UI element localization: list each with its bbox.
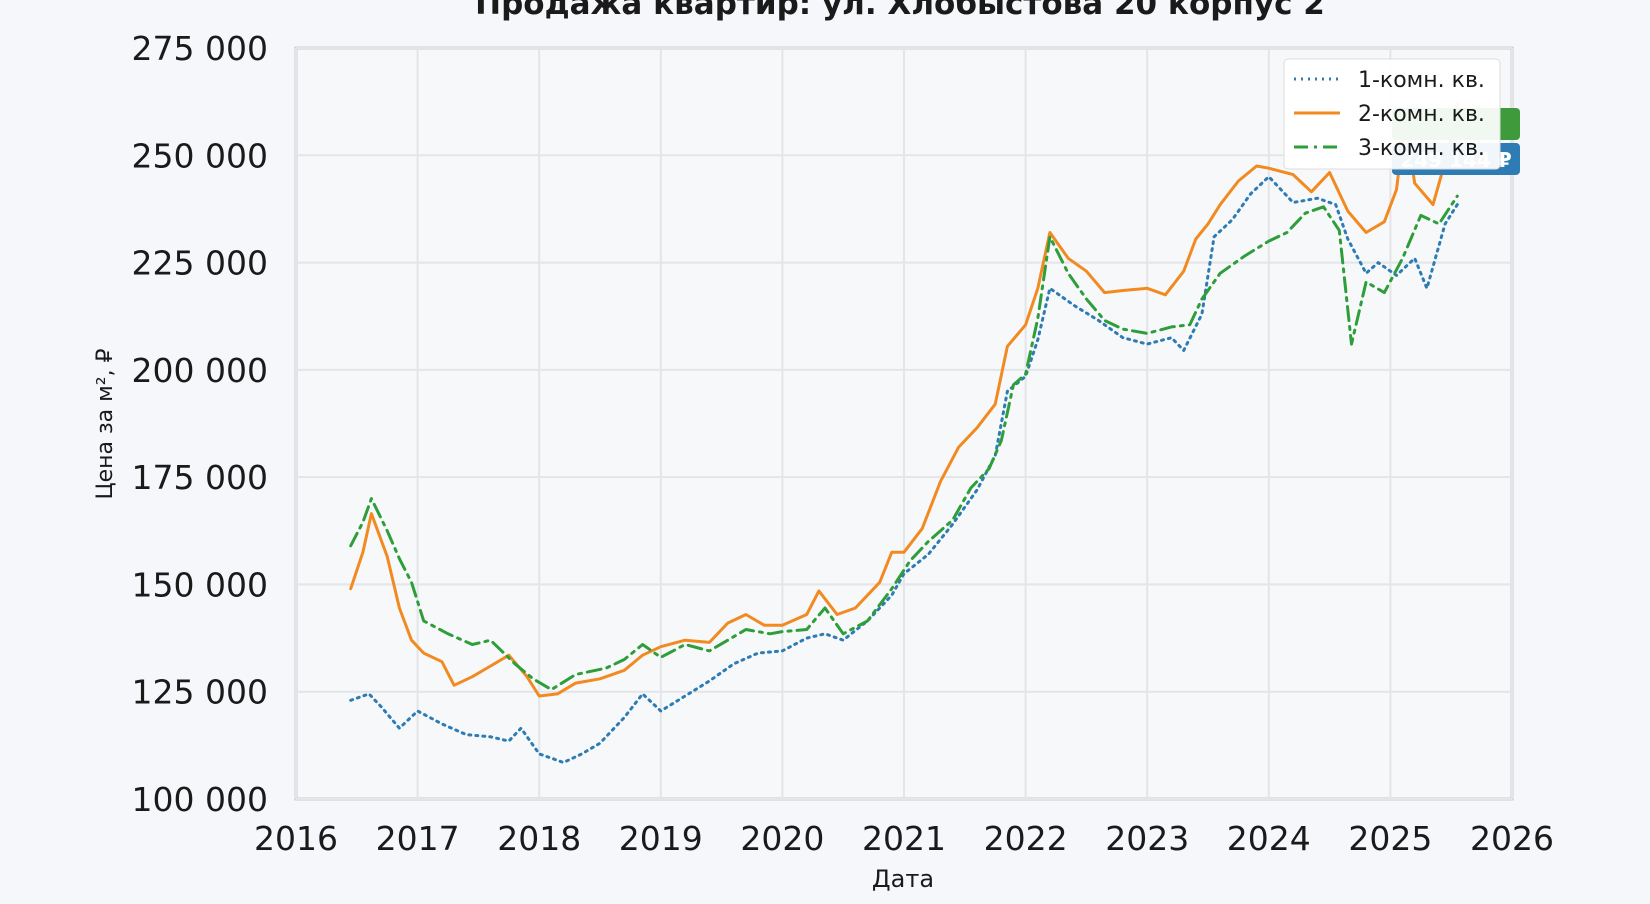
series-line-1 [349, 175, 1459, 764]
legend-label: 1-комн. кв. [1358, 68, 1485, 93]
legend: 1-комн. кв. 2-комн. кв. 3-комн. кв. [1283, 58, 1501, 170]
x-tick-label: 2023 [1105, 819, 1189, 858]
series-lines [349, 102, 1459, 764]
x-tick-label: 2022 [984, 819, 1068, 858]
series-line-2 [349, 102, 1459, 698]
x-tick-label: 2016 [254, 819, 338, 858]
y-tick-label: 125 000 [132, 673, 268, 712]
y-tick-label: 275 000 [132, 29, 268, 68]
x-tick-label: 2020 [740, 819, 824, 858]
y-tick-label: 225 000 [132, 244, 268, 283]
y-tick-label: 175 000 [132, 458, 268, 497]
series-line-3 [349, 194, 1459, 692]
y-tick-label: 250 000 [132, 136, 268, 175]
y-axis-ticks: 100 000 125 000 150 000 175 000 200 000 225 0… [132, 29, 268, 819]
y-tick-label: 200 000 [132, 351, 268, 390]
legend-box [1283, 58, 1501, 170]
chart-title: Продажа квартир: ул. Хлобыстова 20 корпу… [475, 0, 1325, 22]
x-tick-label: 2021 [862, 819, 946, 858]
x-axis-label: Дата [872, 865, 934, 893]
legend-label: 3-комн. кв. [1358, 136, 1485, 161]
y-tick-label: 150 000 [132, 565, 268, 604]
x-tick-label: 2026 [1470, 819, 1554, 858]
y-tick-label: 100 000 [132, 780, 268, 819]
grid [295, 47, 1513, 800]
x-tick-label: 2018 [497, 819, 581, 858]
legend-label: 2-комн. кв. [1358, 102, 1485, 127]
x-tick-label: 2024 [1227, 819, 1311, 858]
x-tick-label: 2017 [376, 819, 460, 858]
x-tick-label: 2025 [1348, 819, 1432, 858]
x-tick-label: 2019 [619, 819, 703, 858]
y-axis-label: Цена за м², ₽ [93, 348, 118, 499]
x-axis-ticks: 2016 2017 2018 2019 2020 2021 2022 2023 2024 2025… [254, 819, 1554, 858]
